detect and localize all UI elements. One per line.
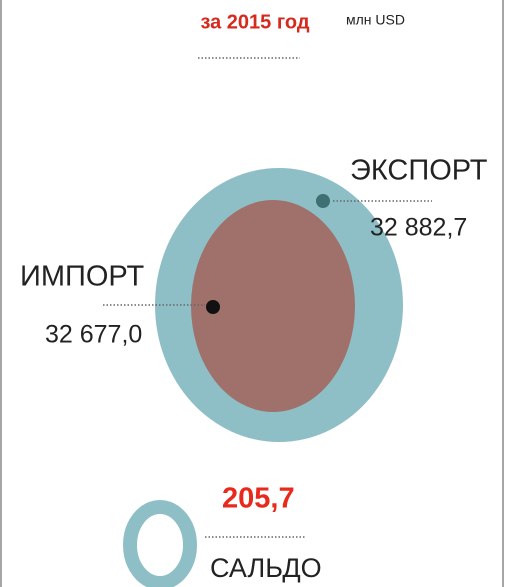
category-label: ИМПОРТ — [20, 261, 144, 293]
value-label: 32 677,0 — [45, 321, 142, 349]
marker-dot — [316, 194, 330, 208]
marker-dot — [206, 300, 220, 314]
bubble — [191, 200, 355, 412]
chart-title: за 2015 год — [200, 11, 309, 33]
balance-value: 205,7 — [222, 483, 295, 515]
category-label: ЭКСПОРТ — [350, 155, 488, 187]
balance-label: САЛЬДО — [210, 553, 322, 583]
balance-ring — [123, 500, 197, 587]
value-label: 32 882,7 — [370, 214, 467, 242]
chart-subtitle: млн USD — [346, 12, 405, 28]
